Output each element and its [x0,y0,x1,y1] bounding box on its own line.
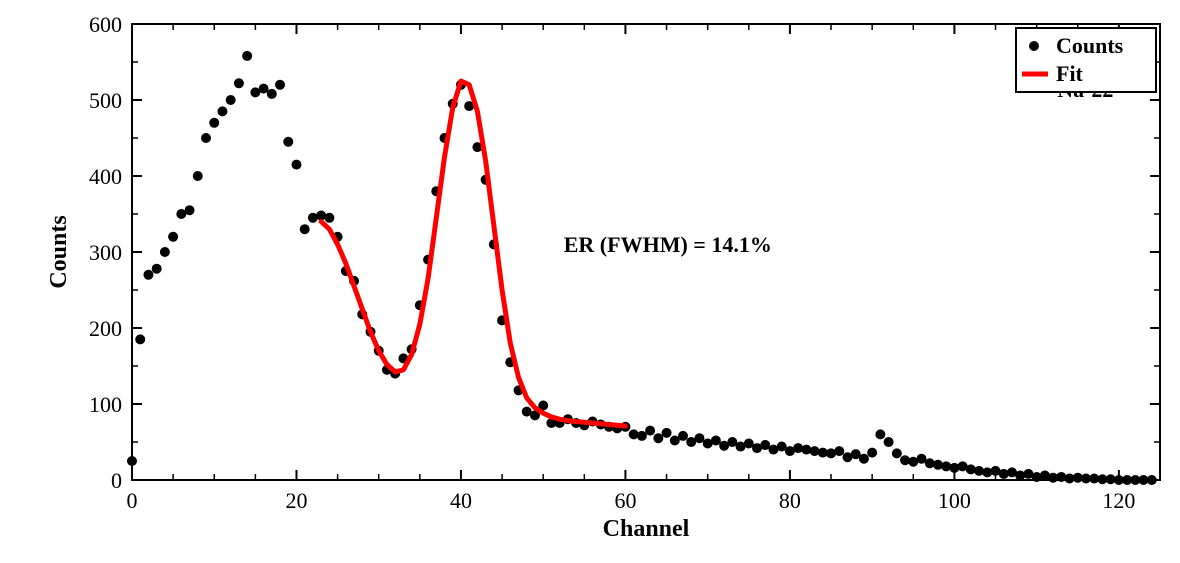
x-tick-label: 20 [285,488,307,513]
data-point [267,89,277,99]
x-tick-label: 40 [450,488,472,513]
data-point [867,448,877,458]
y-tick-label: 0 [111,468,122,493]
data-point [143,270,153,280]
data-point [259,84,269,94]
y-tick-label: 200 [89,316,122,341]
x-tick-label: 120 [1102,488,1135,513]
data-point [875,429,885,439]
data-point [226,95,236,105]
data-point [127,456,137,466]
data-point [694,433,704,443]
data-point [834,446,844,456]
spectrum-chart: 0 20 40 60 80 100 120 0 100 200 300 400 500 600 Channe… [40,10,1170,550]
data-point [193,171,203,181]
legend-marker-icon [1029,41,1039,51]
y-tick-label: 300 [89,240,122,265]
data-point [859,454,869,464]
annotation-0: ER (FWHM) = 14.1% [564,232,772,257]
y-tick-label: 400 [89,164,122,189]
data-point [711,435,721,445]
data-point [201,133,211,143]
data-point [653,433,663,443]
data-point [645,426,655,436]
data-point [291,160,301,170]
data-point [324,213,334,223]
x-axis-label: Channel [603,516,690,542]
data-point [283,137,293,147]
data-point [160,247,170,257]
y-tick-label: 500 [89,88,122,113]
x-tick-label: 80 [779,488,801,513]
legend-label: Counts [1056,33,1124,58]
data-point [884,437,894,447]
data-point [892,448,902,458]
data-point [1147,475,1157,485]
x-tick-label: 0 [127,488,138,513]
data-point [662,428,672,438]
data-point [637,431,647,441]
data-point [217,106,227,116]
data-point [678,431,688,441]
data-point [234,78,244,88]
x-tick-label: 60 [614,488,636,513]
data-point [168,232,178,242]
y-axis-label: Counts [46,215,72,288]
data-point [152,264,162,274]
data-point [275,80,285,90]
data-point [135,334,145,344]
x-tick-label: 100 [938,488,971,513]
data-point [185,205,195,215]
y-tick-label: 600 [89,12,122,37]
data-point [242,51,252,61]
y-tick-label: 100 [89,392,122,417]
data-point [300,224,310,234]
chart-container: 0 20 40 60 80 100 120 0 100 200 300 400 500 600 Channe… [40,10,1170,550]
data-point [209,118,219,128]
legend-label: Fit [1056,61,1084,86]
